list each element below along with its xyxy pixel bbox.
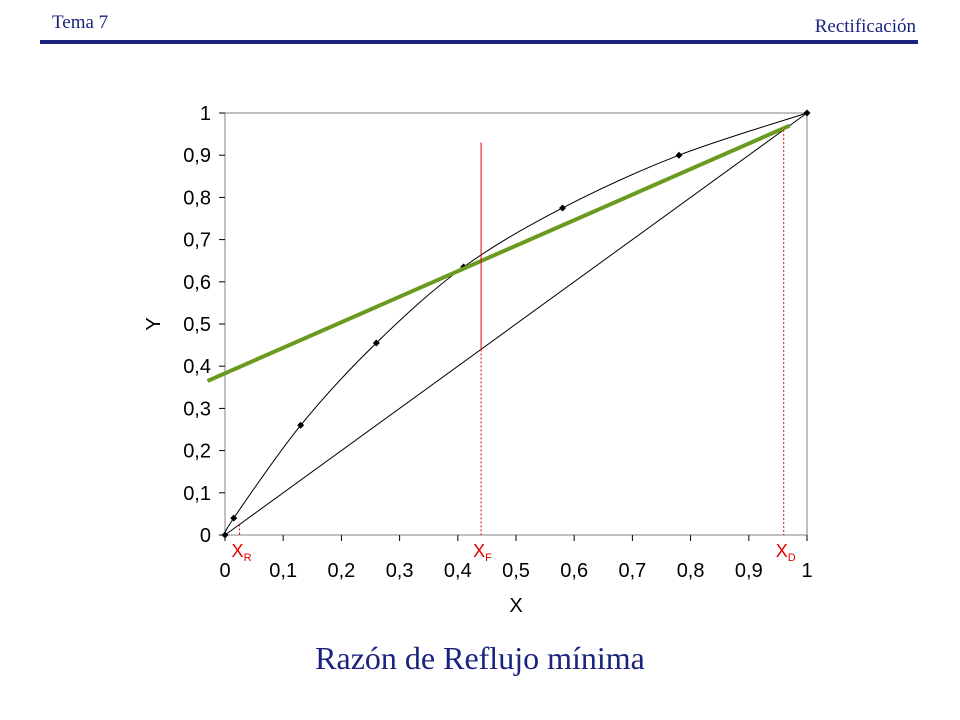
equilibrium-point [675, 151, 683, 159]
mccabe-thiele-chart: 0 0,1 0,2 0,3 0,4 0,5 0,6 0,7 0,8 0,9 1 0 0,1 0,2 0,3… [143, 103, 813, 617]
composition-label-sub: F [485, 552, 492, 564]
diagonal-line [224, 112, 808, 536]
y-tick-label: 0 [200, 525, 211, 547]
y-tick-label: 0,9 [183, 145, 211, 167]
composition-label-xr: XR [232, 541, 252, 564]
composition-label-xd: XD [776, 541, 796, 564]
y-tick-label: 0,1 [183, 483, 211, 505]
composition-label-base: X [232, 541, 244, 561]
slide-caption: Razón de Reflujo mínima [315, 640, 645, 676]
operating-line [206, 123, 791, 383]
composition-label-sub: R [244, 552, 252, 564]
equilibrium-point [230, 514, 238, 522]
x-tick-label: 0,6 [560, 560, 588, 582]
x-tick-label: 0,1 [269, 560, 297, 582]
y-tick-label: 0,8 [183, 187, 211, 209]
x-tick-label: 0,9 [735, 560, 763, 582]
x-tick-label: 0,7 [618, 560, 646, 582]
y-tick-label: 0,4 [183, 356, 211, 378]
header-divider [40, 40, 918, 44]
y-tick-label: 0,5 [183, 314, 211, 336]
composition-label-sub: D [788, 552, 796, 564]
y-tick-label: 0,3 [183, 398, 211, 420]
x-tick-label: 0,2 [327, 560, 355, 582]
y-tick-label: 0,6 [183, 272, 211, 294]
x-axis-title: X [509, 595, 522, 617]
x-tick-label: 0,8 [677, 560, 705, 582]
equilibrium-point [559, 204, 567, 212]
x-tick-label: 0,5 [502, 560, 530, 582]
equilibrium-point [221, 531, 229, 539]
y-tick-label: 0,2 [183, 441, 211, 463]
equilibrium-point [297, 421, 305, 429]
header-section: Rectificación [814, 16, 916, 37]
y-axis-title: Y [143, 317, 165, 330]
x-tick-label: 0,4 [444, 560, 472, 582]
composition-label-base: X [473, 541, 485, 561]
x-tick-label: 0 [219, 560, 230, 582]
x-tick-label: 1 [801, 560, 812, 582]
equilibrium-point [372, 339, 380, 347]
composition-label-xf: XF [473, 541, 492, 564]
header-topic: Tema 7 [52, 12, 109, 33]
y-tick-label: 0,7 [183, 230, 211, 252]
y-tick-label: 1 [200, 103, 211, 125]
equilibrium-point [803, 109, 811, 117]
x-tick-label: 0,3 [386, 560, 414, 582]
composition-label-base: X [776, 541, 788, 561]
